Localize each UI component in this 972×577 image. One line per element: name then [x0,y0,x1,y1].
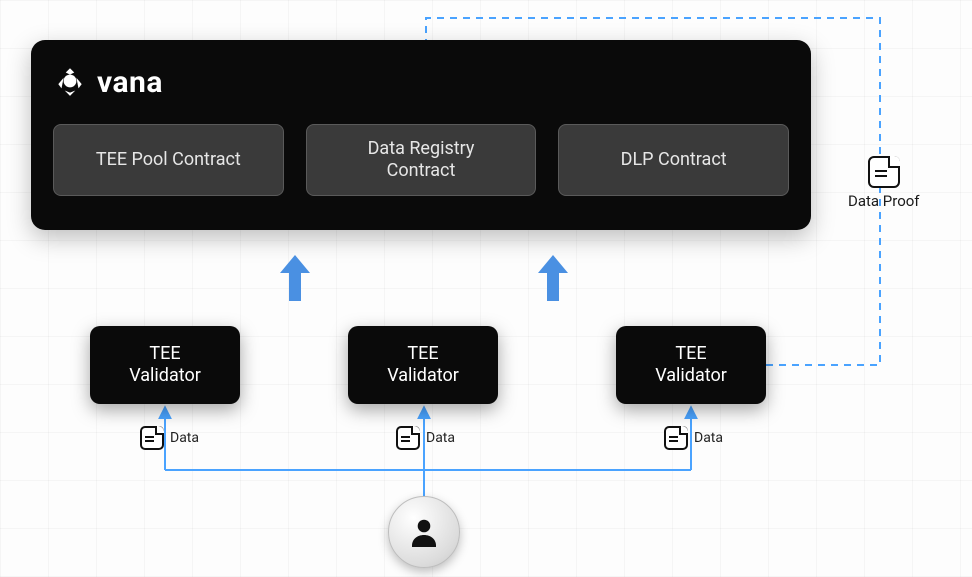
arrow-validators-to-vana-2 [540,255,566,301]
tee-validator-1: TEE Validator [90,326,240,404]
data-proof-label: Data Proof [848,156,920,210]
data-label-2: Data [396,426,455,450]
document-icon [140,426,164,450]
tee-pool-contract-label: TEE Pool Contract [96,149,241,171]
data-proof-text: Data Proof [848,192,920,210]
dlp-contract-label: DLP Contract [621,149,727,171]
data-registry-contract: Data Registry Contract [306,124,537,196]
arrow-validators-to-vana-1 [282,255,308,301]
dlp-contract: DLP Contract [558,124,789,196]
vana-logo-text: vana [97,65,163,100]
document-icon [664,426,688,450]
user-node [388,496,460,568]
document-icon [868,156,900,188]
tee-validator-1-label: TEE Validator [129,343,201,388]
user-icon [406,514,442,550]
data-label-2-text: Data [426,430,455,446]
vana-logo: vana [53,58,789,106]
data-label-1: Data [140,426,199,450]
data-label-1-text: Data [170,430,199,446]
document-icon [396,426,420,450]
tee-validator-2-label: TEE Validator [387,343,459,388]
tee-pool-contract: TEE Pool Contract [53,124,284,196]
tee-validator-3-label: TEE Validator [655,343,727,388]
vana-logo-icon [53,65,87,99]
data-label-3: Data [664,426,723,450]
contracts-row: TEE Pool Contract Data Registry Contract… [53,124,789,196]
tee-validator-3: TEE Validator [616,326,766,404]
data-registry-contract-label: Data Registry Contract [368,138,475,181]
data-label-3-text: Data [694,430,723,446]
vana-container: vana TEE Pool Contract Data Registry Con… [31,40,811,230]
tee-validator-2: TEE Validator [348,326,498,404]
